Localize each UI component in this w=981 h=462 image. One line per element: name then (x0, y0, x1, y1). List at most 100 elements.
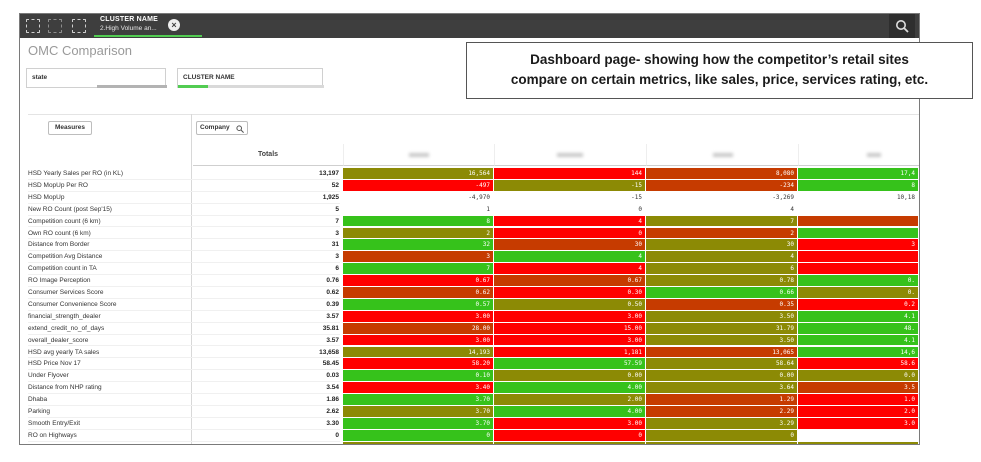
table-cell[interactable] (798, 227, 919, 240)
table-cell[interactable]: 0 (494, 227, 646, 240)
table-cell[interactable]: 7 (646, 215, 798, 228)
table-cell[interactable]: 4.1 (798, 310, 919, 323)
table-cell[interactable]: 4 (494, 251, 646, 264)
table-cell[interactable]: 4.00 (494, 382, 646, 395)
table-cell[interactable]: 28.00 (343, 322, 494, 335)
table-cell[interactable]: 0.00 (646, 441, 798, 444)
step-forward-icon[interactable] (48, 19, 62, 33)
table-cell[interactable]: 30 (646, 239, 798, 252)
table-cell[interactable]: -497 (343, 179, 494, 192)
table-cell[interactable]: 0.50 (494, 298, 646, 311)
table-cell[interactable]: 2.00 (494, 394, 646, 406)
table-cell[interactable]: 4 (646, 251, 798, 264)
table-cell[interactable]: 0 (494, 203, 646, 216)
table-cell[interactable]: 8 (798, 179, 919, 192)
table-cell[interactable]: 0.00 (494, 370, 646, 383)
table-cell[interactable]: 3.0 (798, 417, 919, 430)
table-cell[interactable]: 6 (646, 263, 798, 276)
table-cell[interactable]: 1 (343, 203, 494, 216)
table-cell[interactable]: 0.00 (646, 370, 798, 383)
table-cell[interactable]: 57.59 (494, 358, 646, 371)
table-cell[interactable]: 0.0 (798, 441, 919, 444)
smart-search-icon[interactable] (26, 19, 40, 33)
table-cell[interactable]: 10,18 (798, 191, 919, 204)
table-cell[interactable]: 0. (798, 287, 919, 299)
table-cell[interactable]: 0. (798, 275, 919, 287)
table-cell[interactable]: 3.70 (343, 417, 494, 430)
table-cell[interactable]: 3.64 (646, 382, 798, 395)
company-column-header[interactable] (343, 144, 494, 166)
table-cell[interactable]: 0.67 (494, 275, 646, 287)
filter-pane-state[interactable]: state (26, 68, 167, 88)
table-cell[interactable]: 1.29 (646, 394, 798, 406)
table-cell[interactable]: 14,193 (343, 346, 494, 359)
table-cell[interactable]: 0.35 (646, 298, 798, 311)
table-cell[interactable]: 4.1 (798, 334, 919, 347)
table-cell[interactable]: 3.50 (646, 310, 798, 323)
table-cell[interactable]: 3.00 (494, 417, 646, 430)
table-cell[interactable]: -234 (646, 179, 798, 192)
filter-pane-cluster-name[interactable]: CLUSTER NAME (177, 68, 324, 88)
table-cell[interactable]: 58.20 (343, 358, 494, 371)
table-cell[interactable]: 4.00 (494, 406, 646, 418)
selection-chip-cluster-name[interactable]: CLUSTER NAME 2.High Volume an... (94, 15, 202, 37)
table-cell[interactable] (798, 203, 919, 216)
table-cell[interactable]: 8,080 (646, 168, 798, 180)
clear-selections-icon[interactable] (72, 19, 86, 33)
company-dimension-button[interactable]: Company (196, 121, 248, 135)
company-column-header[interactable] (798, 144, 919, 166)
table-cell[interactable]: 3.40 (343, 382, 494, 395)
table-cell[interactable]: 3 (798, 239, 919, 252)
table-cell[interactable]: 58.64 (646, 358, 798, 371)
search-button[interactable] (889, 14, 915, 38)
table-cell[interactable]: -15 (494, 191, 646, 204)
table-cell[interactable]: 3 (343, 251, 494, 264)
table-cell[interactable]: 144 (494, 168, 646, 180)
table-cell[interactable]: 0 (494, 429, 646, 442)
measures-button[interactable]: Measures (48, 121, 92, 135)
table-cell[interactable] (798, 263, 919, 276)
table-cell[interactable]: 15.00 (494, 322, 646, 335)
table-cell[interactable]: 3.5 (798, 382, 919, 395)
table-cell[interactable]: 1.0 (798, 394, 919, 406)
table-cell[interactable]: 16,564 (343, 168, 494, 180)
table-cell[interactable]: 0.2 (798, 298, 919, 311)
table-cell[interactable]: 4 (494, 215, 646, 228)
table-cell[interactable] (798, 215, 919, 228)
table-cell[interactable]: 4 (646, 203, 798, 216)
table-cell[interactable]: 0.00 (494, 441, 646, 444)
table-cell[interactable]: 0.10 (343, 370, 494, 383)
table-cell[interactable]: -3,269 (646, 191, 798, 204)
table-cell[interactable]: 58.6 (798, 358, 919, 371)
table-cell[interactable]: -15 (494, 179, 646, 192)
table-cell[interactable]: 3.70 (343, 394, 494, 406)
table-cell[interactable]: 0 (646, 429, 798, 442)
table-cell[interactable]: 30 (494, 239, 646, 252)
table-cell[interactable]: 0.62 (343, 287, 494, 299)
table-cell[interactable]: 3.50 (646, 334, 798, 347)
table-cell[interactable]: 0.57 (343, 298, 494, 311)
table-cell[interactable]: 13,065 (646, 346, 798, 359)
table-cell[interactable]: 0.67 (343, 275, 494, 287)
table-cell[interactable]: 0.66 (646, 287, 798, 299)
table-cell[interactable] (798, 251, 919, 264)
table-cell[interactable]: 1,181 (494, 346, 646, 359)
table-cell[interactable]: 0 (343, 429, 494, 442)
table-cell[interactable]: 0.78 (646, 275, 798, 287)
table-cell[interactable] (798, 429, 919, 442)
table-cell[interactable]: -4,970 (343, 191, 494, 204)
table-cell[interactable]: 3.00 (494, 310, 646, 323)
table-cell[interactable]: 3.00 (343, 310, 494, 323)
table-cell[interactable]: 32 (343, 239, 494, 252)
table-cell[interactable]: 2.0 (798, 406, 919, 418)
table-cell[interactable]: 3.70 (343, 406, 494, 418)
table-cell[interactable]: 0.30 (494, 287, 646, 299)
table-cell[interactable]: 0.00 (343, 441, 494, 444)
table-cell[interactable]: 4 (494, 263, 646, 276)
table-cell[interactable]: 3.00 (494, 334, 646, 347)
close-icon[interactable]: × (168, 19, 180, 31)
table-cell[interactable]: 31.79 (646, 322, 798, 335)
table-cell[interactable]: 3.29 (646, 417, 798, 430)
company-column-header[interactable] (646, 144, 798, 166)
table-cell[interactable]: 2 (646, 227, 798, 240)
